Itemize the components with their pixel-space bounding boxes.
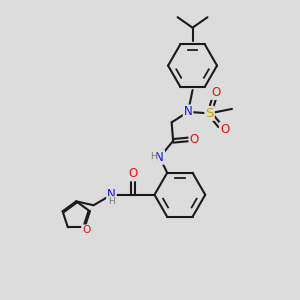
Text: O: O xyxy=(220,123,229,136)
Text: O: O xyxy=(211,86,220,99)
Text: N: N xyxy=(155,151,164,164)
Text: S: S xyxy=(206,107,214,120)
Text: H: H xyxy=(108,197,115,206)
Text: O: O xyxy=(82,225,90,235)
Text: H: H xyxy=(150,152,157,161)
Text: O: O xyxy=(189,133,199,146)
Text: N: N xyxy=(107,188,116,201)
Text: O: O xyxy=(128,167,138,180)
Text: N: N xyxy=(184,105,192,119)
